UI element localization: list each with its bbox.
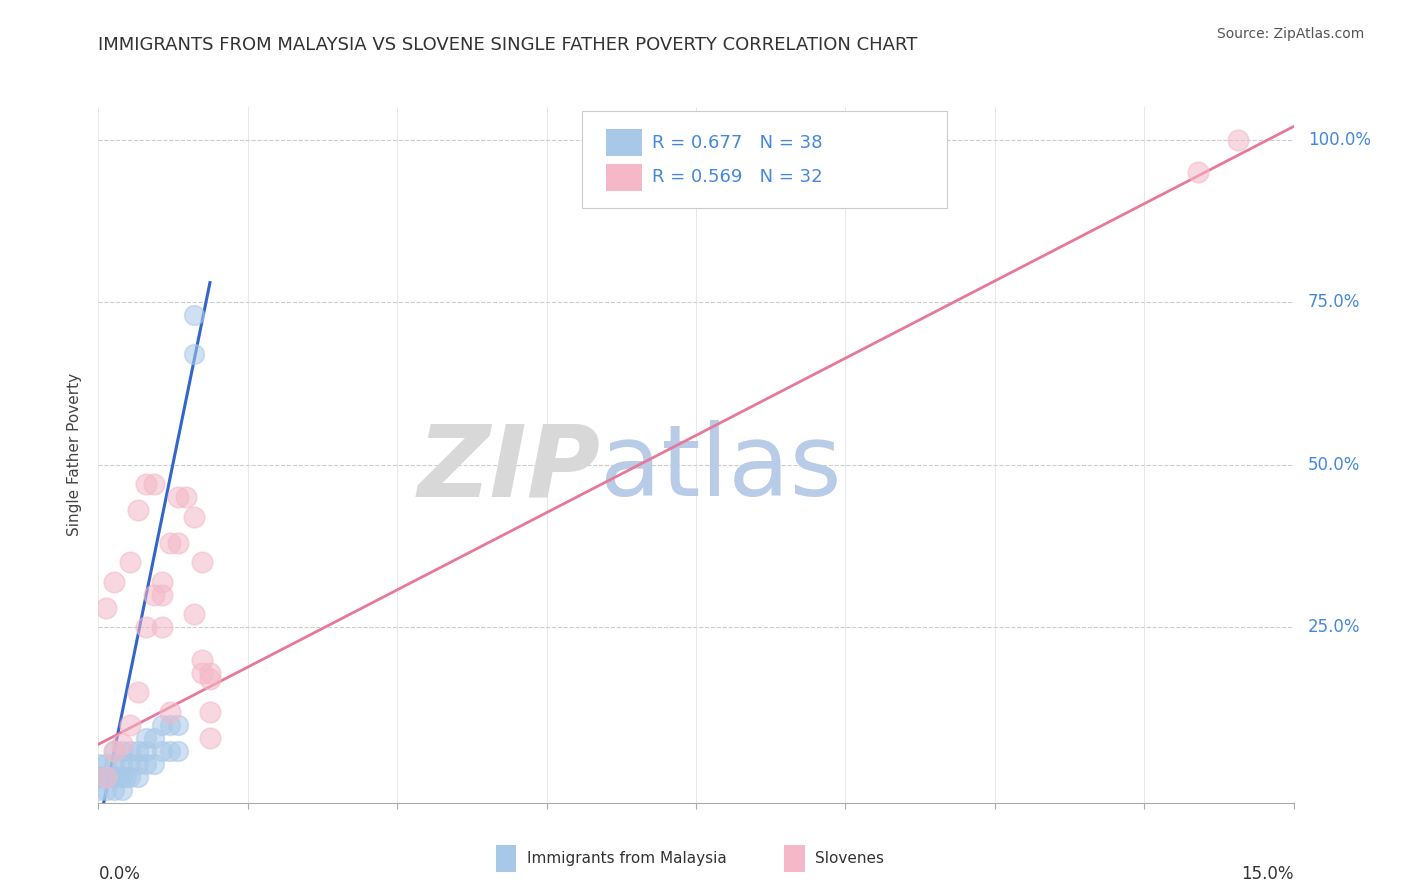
Point	[103, 770, 125, 784]
Point	[159, 718, 181, 732]
Y-axis label: Single Father Poverty: Single Father Poverty	[67, 374, 83, 536]
Point	[167, 490, 190, 504]
Point	[167, 744, 190, 758]
Point	[150, 718, 173, 732]
Point	[111, 737, 134, 751]
Point	[143, 588, 166, 602]
Point	[127, 744, 149, 758]
Text: ZIP: ZIP	[418, 420, 600, 517]
Point	[135, 477, 157, 491]
FancyBboxPatch shape	[606, 129, 643, 156]
Text: 25.0%: 25.0%	[1308, 618, 1361, 636]
Point	[127, 770, 149, 784]
Point	[103, 756, 125, 771]
Point	[198, 672, 221, 686]
Point	[135, 731, 157, 745]
Point	[103, 782, 125, 797]
Point	[87, 770, 110, 784]
Point	[111, 756, 134, 771]
Point	[167, 718, 190, 732]
Point	[91, 770, 114, 784]
Point	[127, 685, 149, 699]
Point	[1187, 165, 1209, 179]
Point	[150, 588, 173, 602]
Point	[107, 770, 129, 784]
Text: Slovenes: Slovenes	[815, 851, 884, 865]
Point	[174, 490, 197, 504]
Point	[150, 574, 173, 589]
Point	[111, 744, 134, 758]
Text: IMMIGRANTS FROM MALAYSIA VS SLOVENE SINGLE FATHER POVERTY CORRELATION CHART: IMMIGRANTS FROM MALAYSIA VS SLOVENE SING…	[98, 36, 918, 54]
Point	[103, 574, 125, 589]
Text: 50.0%: 50.0%	[1308, 456, 1360, 474]
Point	[150, 744, 173, 758]
Text: atlas: atlas	[600, 420, 842, 517]
Text: R = 0.569   N = 32: R = 0.569 N = 32	[652, 169, 823, 186]
Point	[1226, 132, 1249, 146]
Text: Immigrants from Malaysia: Immigrants from Malaysia	[527, 851, 727, 865]
Point	[103, 744, 125, 758]
Point	[90, 770, 112, 784]
Point	[198, 731, 221, 745]
Point	[96, 782, 118, 797]
Text: R = 0.677   N = 38: R = 0.677 N = 38	[652, 134, 823, 152]
Point	[183, 308, 205, 322]
Point	[183, 509, 205, 524]
Point	[159, 705, 181, 719]
Point	[103, 744, 125, 758]
Point	[120, 770, 142, 784]
Point	[87, 756, 110, 771]
Point	[127, 756, 149, 771]
Point	[135, 620, 157, 634]
Point	[159, 535, 181, 549]
Point	[183, 607, 205, 622]
Text: 15.0%: 15.0%	[1241, 865, 1294, 883]
Point	[159, 744, 181, 758]
Point	[198, 665, 221, 680]
Point	[96, 770, 118, 784]
Point	[143, 477, 166, 491]
Point	[127, 503, 149, 517]
Point	[120, 555, 142, 569]
Point	[135, 756, 157, 771]
Point	[191, 555, 214, 569]
Text: 100.0%: 100.0%	[1308, 130, 1371, 149]
Point	[191, 665, 214, 680]
Point	[135, 744, 157, 758]
Point	[183, 347, 205, 361]
Point	[96, 756, 118, 771]
Point	[120, 744, 142, 758]
Point	[115, 770, 138, 784]
Text: Source: ZipAtlas.com: Source: ZipAtlas.com	[1216, 27, 1364, 41]
Point	[120, 718, 142, 732]
Point	[143, 756, 166, 771]
Point	[96, 600, 118, 615]
Point	[96, 770, 118, 784]
Point	[198, 705, 221, 719]
Point	[150, 620, 173, 634]
Point	[120, 756, 142, 771]
Point	[111, 770, 134, 784]
Point	[191, 653, 214, 667]
Point	[143, 731, 166, 745]
Point	[111, 782, 134, 797]
Text: 75.0%: 75.0%	[1308, 293, 1360, 311]
Text: 0.0%: 0.0%	[98, 865, 141, 883]
Point	[87, 782, 110, 797]
Point	[98, 770, 122, 784]
FancyBboxPatch shape	[582, 111, 948, 208]
FancyBboxPatch shape	[606, 164, 643, 191]
Point	[167, 535, 190, 549]
